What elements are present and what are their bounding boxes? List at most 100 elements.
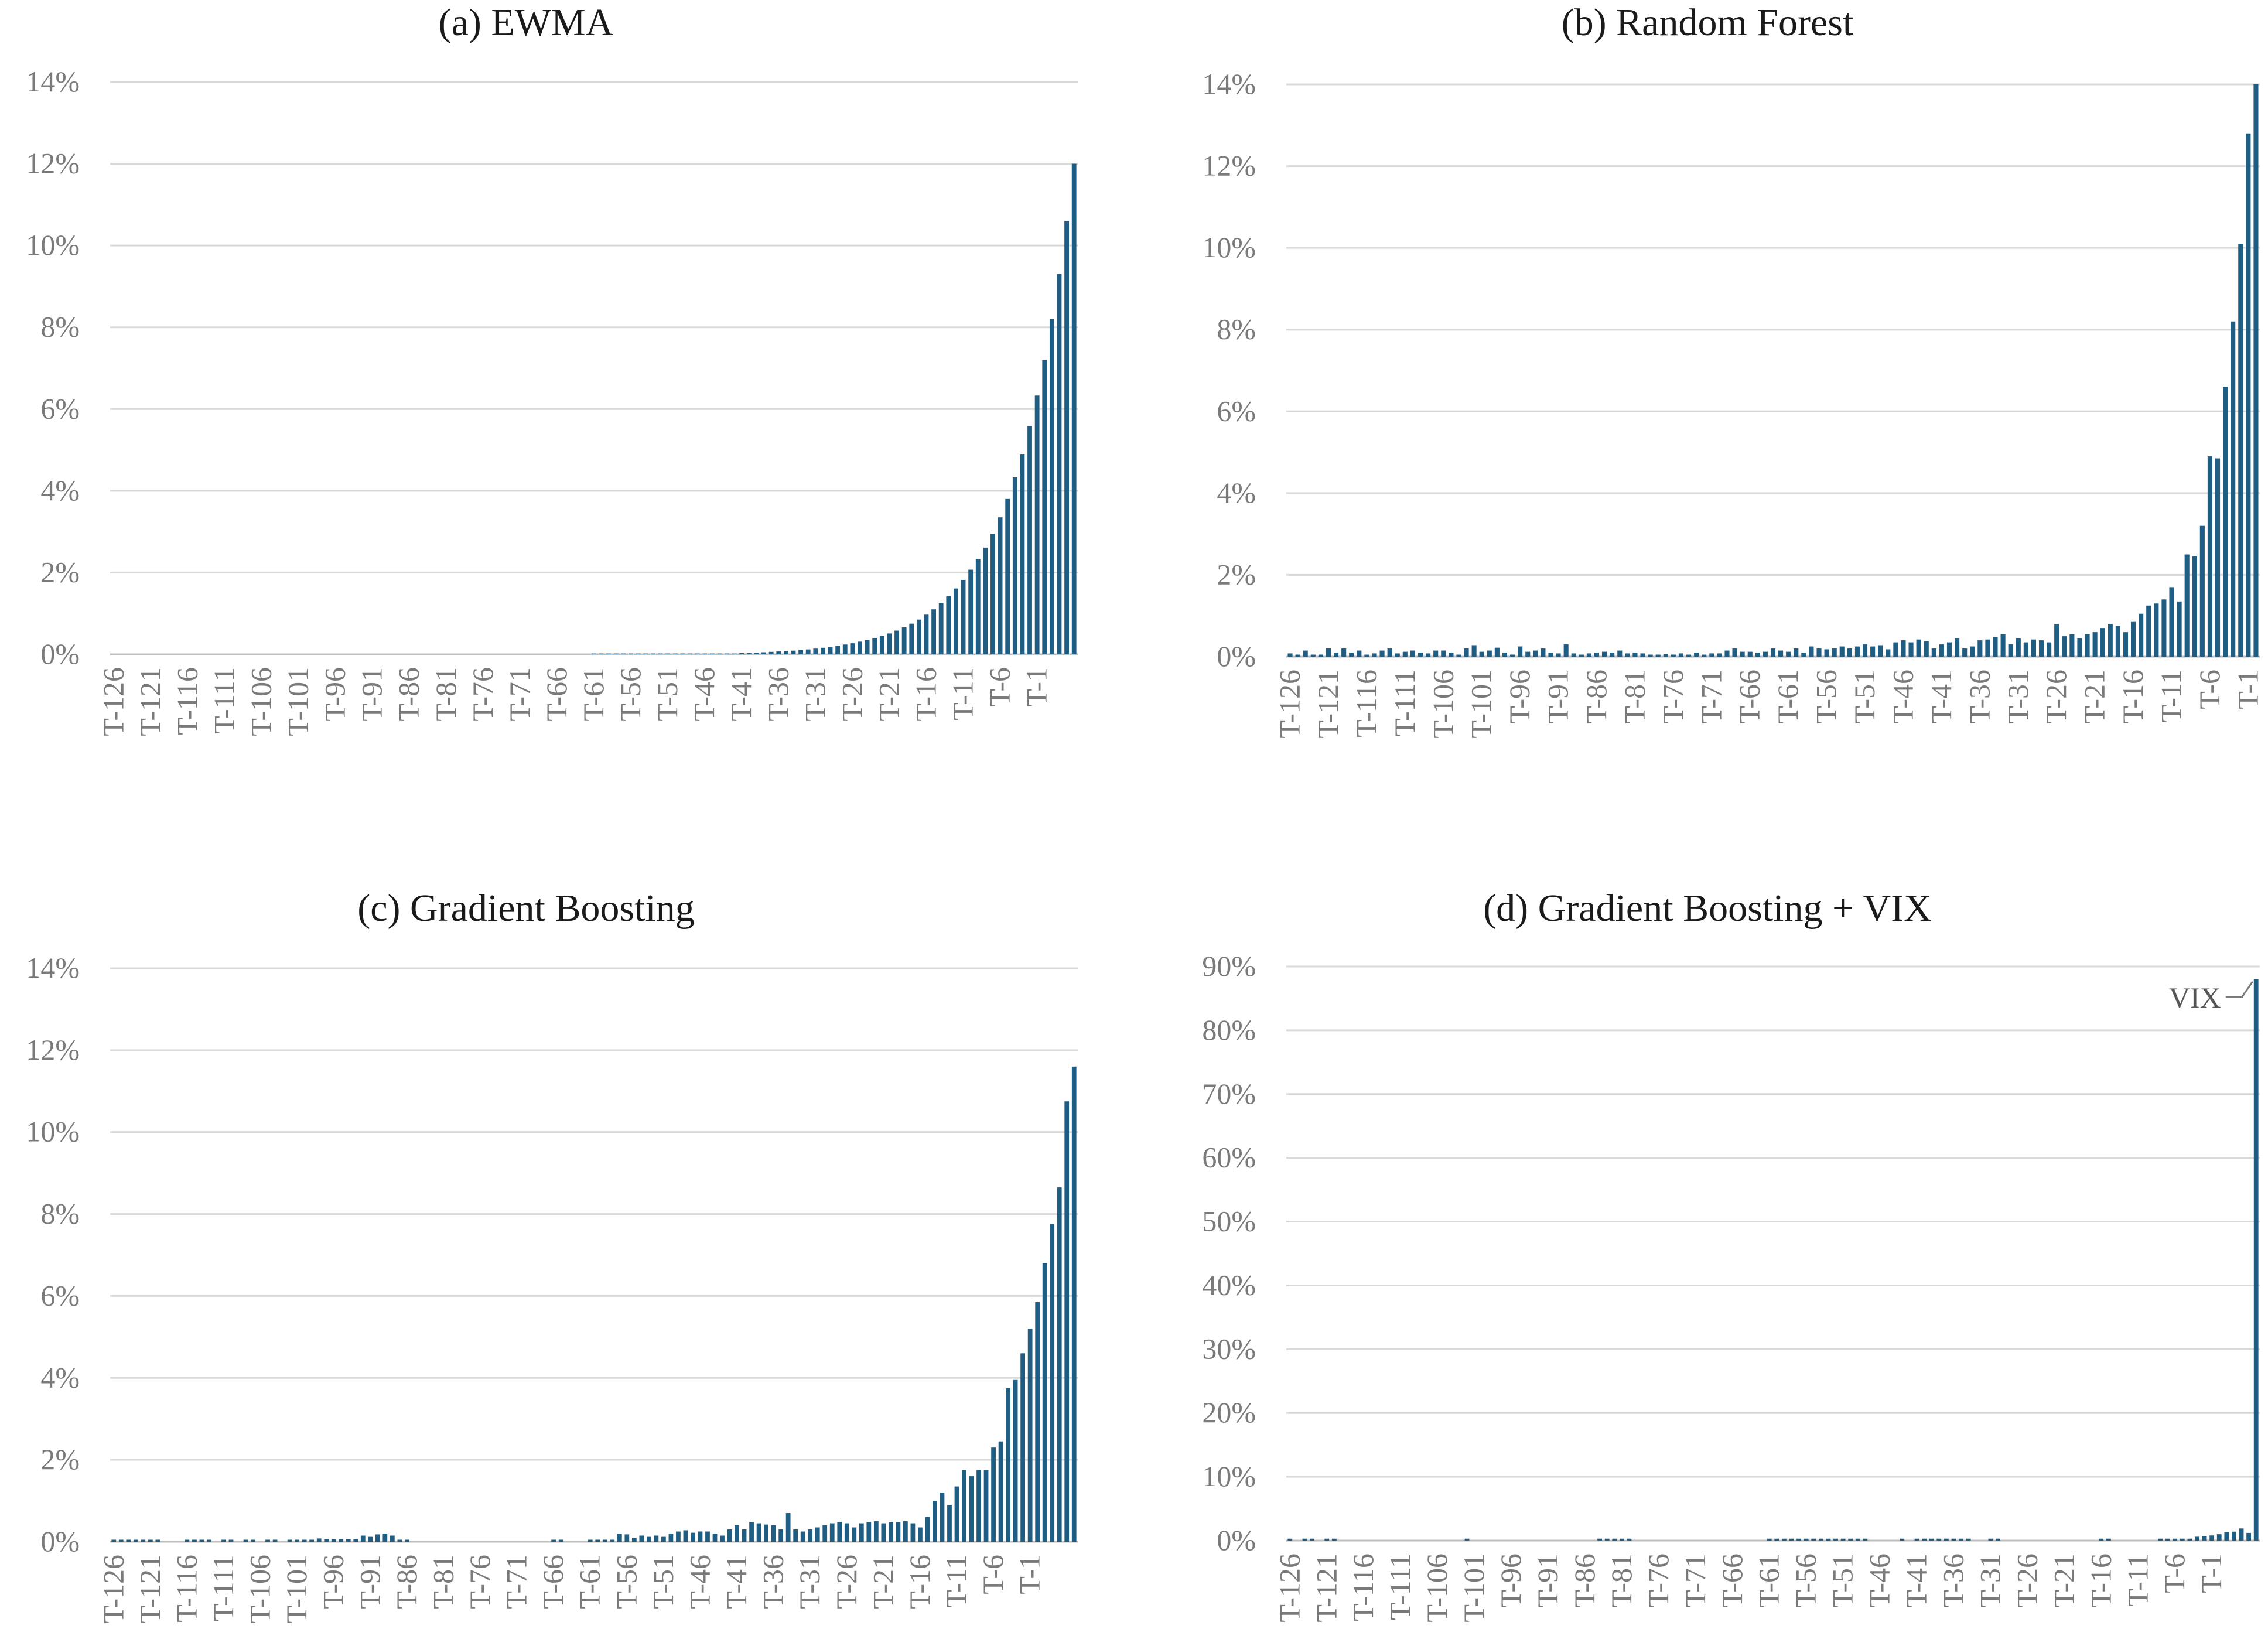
- bar: [2239, 1528, 2244, 1541]
- x-tick-label: T-116: [1347, 1553, 1379, 1621]
- bar: [1740, 651, 1745, 657]
- bar: [783, 651, 788, 654]
- x-tick-label: T-96: [1503, 670, 1536, 724]
- bar: [631, 1538, 637, 1542]
- bar: [397, 1539, 402, 1542]
- bar: [1287, 1538, 1293, 1541]
- bar: [1786, 651, 1791, 657]
- bar: [1900, 1538, 1905, 1541]
- x-tick-label: T-126: [97, 667, 129, 736]
- bar: [962, 1470, 966, 1542]
- bar: [1922, 1538, 1927, 1541]
- bar: [829, 1523, 835, 1542]
- bar: [1049, 319, 1054, 654]
- bar: [185, 1539, 190, 1542]
- bar: [1426, 653, 1431, 657]
- bar: [1627, 1538, 1632, 1541]
- x-tick-label: T-46: [1863, 1553, 1896, 1608]
- x-tick-label: T-46: [1886, 670, 1919, 724]
- bar: [2223, 387, 2228, 657]
- bar: [2169, 587, 2174, 657]
- bar: [551, 1539, 556, 1542]
- bar: [1732, 648, 1737, 657]
- x-tick-label: T-76: [466, 667, 499, 722]
- x-tick-label: T-76: [463, 1555, 496, 1609]
- y-tick-label: 10%: [1202, 231, 1256, 264]
- bar: [844, 1523, 849, 1542]
- bar: [1533, 650, 1538, 657]
- x-tick-label: T-51: [647, 1555, 679, 1609]
- bar: [1717, 653, 1722, 657]
- bar: [610, 1539, 615, 1542]
- bar: [739, 653, 744, 654]
- bar: [1863, 1538, 1868, 1541]
- bar: [1020, 1353, 1026, 1542]
- bar: [1604, 1538, 1610, 1541]
- bar: [903, 1521, 908, 1542]
- bar: [588, 1539, 593, 1542]
- bar: [2207, 456, 2212, 657]
- chart-title: (d) Gradient Boosting + VIX: [1483, 887, 1932, 930]
- y-tick-label: 2%: [40, 555, 80, 588]
- x-tick-label: T-66: [1716, 1553, 1748, 1608]
- y-tick-label: 6%: [40, 392, 80, 425]
- x-tick-label: T-101: [280, 1555, 313, 1624]
- bar: [828, 647, 833, 654]
- y-tick-label: 90%: [1202, 950, 1256, 982]
- x-tick-label: T-61: [573, 1555, 606, 1609]
- y-tick-label: 14%: [1202, 67, 1256, 100]
- chart-title: (a) EWMA: [439, 1, 614, 44]
- chart-title: (c) Gradient Boosting: [357, 887, 695, 930]
- bar: [764, 1524, 768, 1542]
- bar: [1946, 642, 1952, 657]
- bar: [287, 1539, 292, 1542]
- bar: [1801, 653, 1806, 657]
- bar: [1886, 649, 1891, 657]
- x-tick-label: T-81: [1618, 670, 1651, 724]
- bar: [683, 1530, 688, 1542]
- x-tick-label: T-36: [761, 667, 794, 722]
- bar: [1996, 1538, 2000, 1541]
- y-tick-label: 14%: [26, 65, 80, 98]
- bar: [2173, 1538, 2178, 1541]
- x-tick-label: T-1: [1013, 1555, 1046, 1594]
- bar: [1027, 1329, 1033, 1542]
- bar: [2115, 626, 2120, 657]
- bar: [1357, 650, 1362, 657]
- bar: [1855, 1538, 1860, 1541]
- bar: [2180, 1538, 2185, 1541]
- bar: [2146, 605, 2151, 657]
- x-tick-label: T-66: [537, 1555, 569, 1609]
- bar: [1840, 1538, 1846, 1541]
- bar: [1364, 654, 1369, 657]
- bar: [2232, 1531, 2236, 1541]
- bar: [2139, 613, 2144, 657]
- x-tick-label: T-121: [134, 1555, 166, 1624]
- bar: [933, 1501, 937, 1542]
- bar: [2184, 554, 2190, 657]
- bar: [1847, 648, 1852, 657]
- bar: [947, 1505, 952, 1542]
- x-tick-label: T-46: [683, 1555, 716, 1609]
- y-tick-label: 0%: [1217, 640, 1256, 672]
- bar: [1794, 648, 1799, 657]
- bar: [221, 1539, 226, 1542]
- bar: [368, 1536, 373, 1542]
- bar: [1594, 653, 1600, 657]
- x-tick-label: T-71: [500, 1555, 533, 1609]
- bar: [835, 646, 841, 654]
- bar: [1464, 1538, 1470, 1541]
- bar: [1811, 1538, 1816, 1541]
- bar: [118, 1539, 124, 1542]
- bar: [1804, 1538, 1809, 1541]
- bar: [768, 651, 774, 654]
- bar: [265, 1539, 270, 1542]
- x-tick-label: T-96: [317, 1555, 350, 1609]
- x-tick-label: T-126: [1273, 1553, 1306, 1623]
- bar: [558, 1539, 563, 1542]
- bar: [1939, 644, 1944, 657]
- x-tick-label: T-41: [725, 667, 757, 722]
- x-tick-label: T-71: [503, 667, 536, 722]
- y-tick-label: 2%: [40, 1443, 80, 1476]
- x-tick-label: T-16: [909, 667, 942, 722]
